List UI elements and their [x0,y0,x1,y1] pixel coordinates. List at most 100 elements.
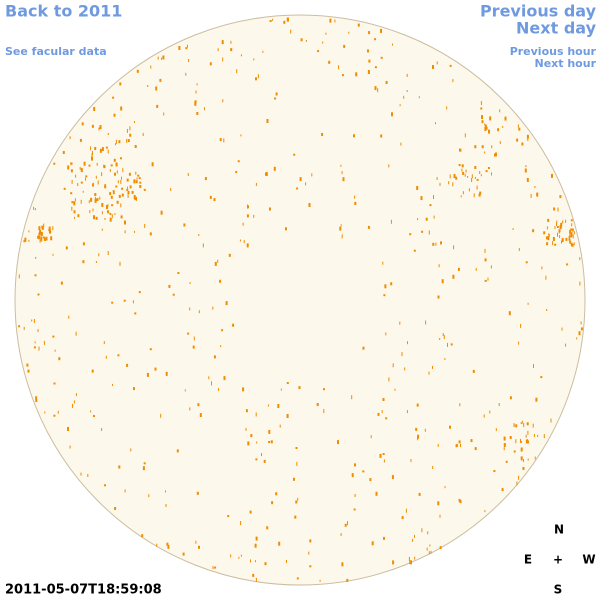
facula-speck [99,148,102,153]
facula-speck [459,403,461,407]
facula-speck [557,232,558,237]
facula-speck [458,440,461,444]
facula-speck [72,403,73,408]
facula-speck [161,57,162,60]
facula-speck [505,460,508,463]
facula-speck [437,295,440,299]
facula-speck [187,173,189,176]
facular-data-link[interactable]: See facular data [5,45,107,58]
facula-speck [439,546,442,550]
facula-speck [93,215,95,220]
facula-speck [559,195,562,199]
facula-speck [317,50,320,53]
facula-speck [113,158,116,162]
facula-speck [35,256,37,259]
facula-speck [209,62,212,66]
facula-speck [119,261,121,266]
facula-speck [221,329,224,332]
facula-speck [134,230,135,233]
facula-speck [513,450,516,453]
facula-speck [67,165,70,170]
facula-speck [136,69,139,73]
facula-speck [558,229,561,233]
facula-speck [561,240,562,244]
facula-speck [183,223,186,227]
facula-speck [120,215,123,219]
facula-speck [118,194,121,198]
facula-speck [41,239,43,242]
facula-speck [52,253,54,256]
facula-speck [474,145,477,149]
facula-speck [255,458,258,461]
facula-speck [300,38,303,42]
facula-speck [131,190,134,194]
facula-speck [43,223,45,228]
facula-speck [113,113,116,117]
facula-speck [109,169,111,172]
facula-speck [296,577,299,580]
facula-speck [115,143,116,146]
facula-speck [449,64,452,67]
facula-speck [101,211,103,215]
facula-speck [380,56,383,59]
facula-speck [92,151,93,155]
facula-speck [535,397,538,402]
facula-speck [343,44,346,48]
facula-speck [371,541,374,546]
facula-speck [339,226,342,231]
facula-speck [39,239,41,243]
facula-speck [491,145,493,149]
facula-speck [77,214,80,218]
facula-speck [53,414,56,417]
facula-speck [142,466,145,471]
facula-speck [80,181,83,184]
back-link[interactable]: Back to 2011 [5,2,122,21]
facula-speck [238,556,240,559]
facula-speck [459,148,462,152]
facula-speck [172,293,175,296]
facula-speck [222,99,224,103]
facula-speck [123,299,126,302]
facula-speck [116,170,118,174]
facula-speck [40,237,42,241]
facula-speck [142,133,144,136]
facula-speck [94,193,97,196]
previous-day-link[interactable]: Previous day [480,2,597,21]
facula-speck [561,327,563,331]
facula-speck [230,554,232,558]
facula-speck [240,521,242,525]
facula-speck [268,429,271,434]
facula-speck [211,381,212,386]
facula-speck [176,449,179,453]
facula-speck [221,40,224,45]
facula-speck [523,459,524,463]
facula-speck [101,203,104,207]
previous-hour-link[interactable]: Previous hour [510,45,597,58]
next-day-link[interactable]: Next day [516,19,597,38]
facula-speck [236,69,238,74]
facula-speck [71,179,73,184]
facula-speck [455,176,458,180]
facula-speck [39,229,42,234]
facula-speck [374,86,377,91]
facula-speck [94,147,97,150]
facula-speck [342,177,345,182]
next-hour-link[interactable]: Next hour [535,57,597,70]
facula-speck [572,234,574,239]
facula-speck [328,60,331,64]
facula-speck [461,164,464,168]
facula-speck [70,169,73,173]
facula-speck [126,138,128,143]
facula-speck [418,492,421,496]
facula-speck [209,195,212,199]
facula-speck [112,96,115,99]
facula-speck [527,430,529,435]
facula-speck [279,424,281,428]
facula-speck [141,534,144,538]
facula-speck [516,481,518,486]
compass-west: W [582,553,595,567]
facula-speck [391,112,393,117]
solar-disk [14,14,586,586]
facula-speck [79,138,82,142]
facula-speck [578,331,581,336]
